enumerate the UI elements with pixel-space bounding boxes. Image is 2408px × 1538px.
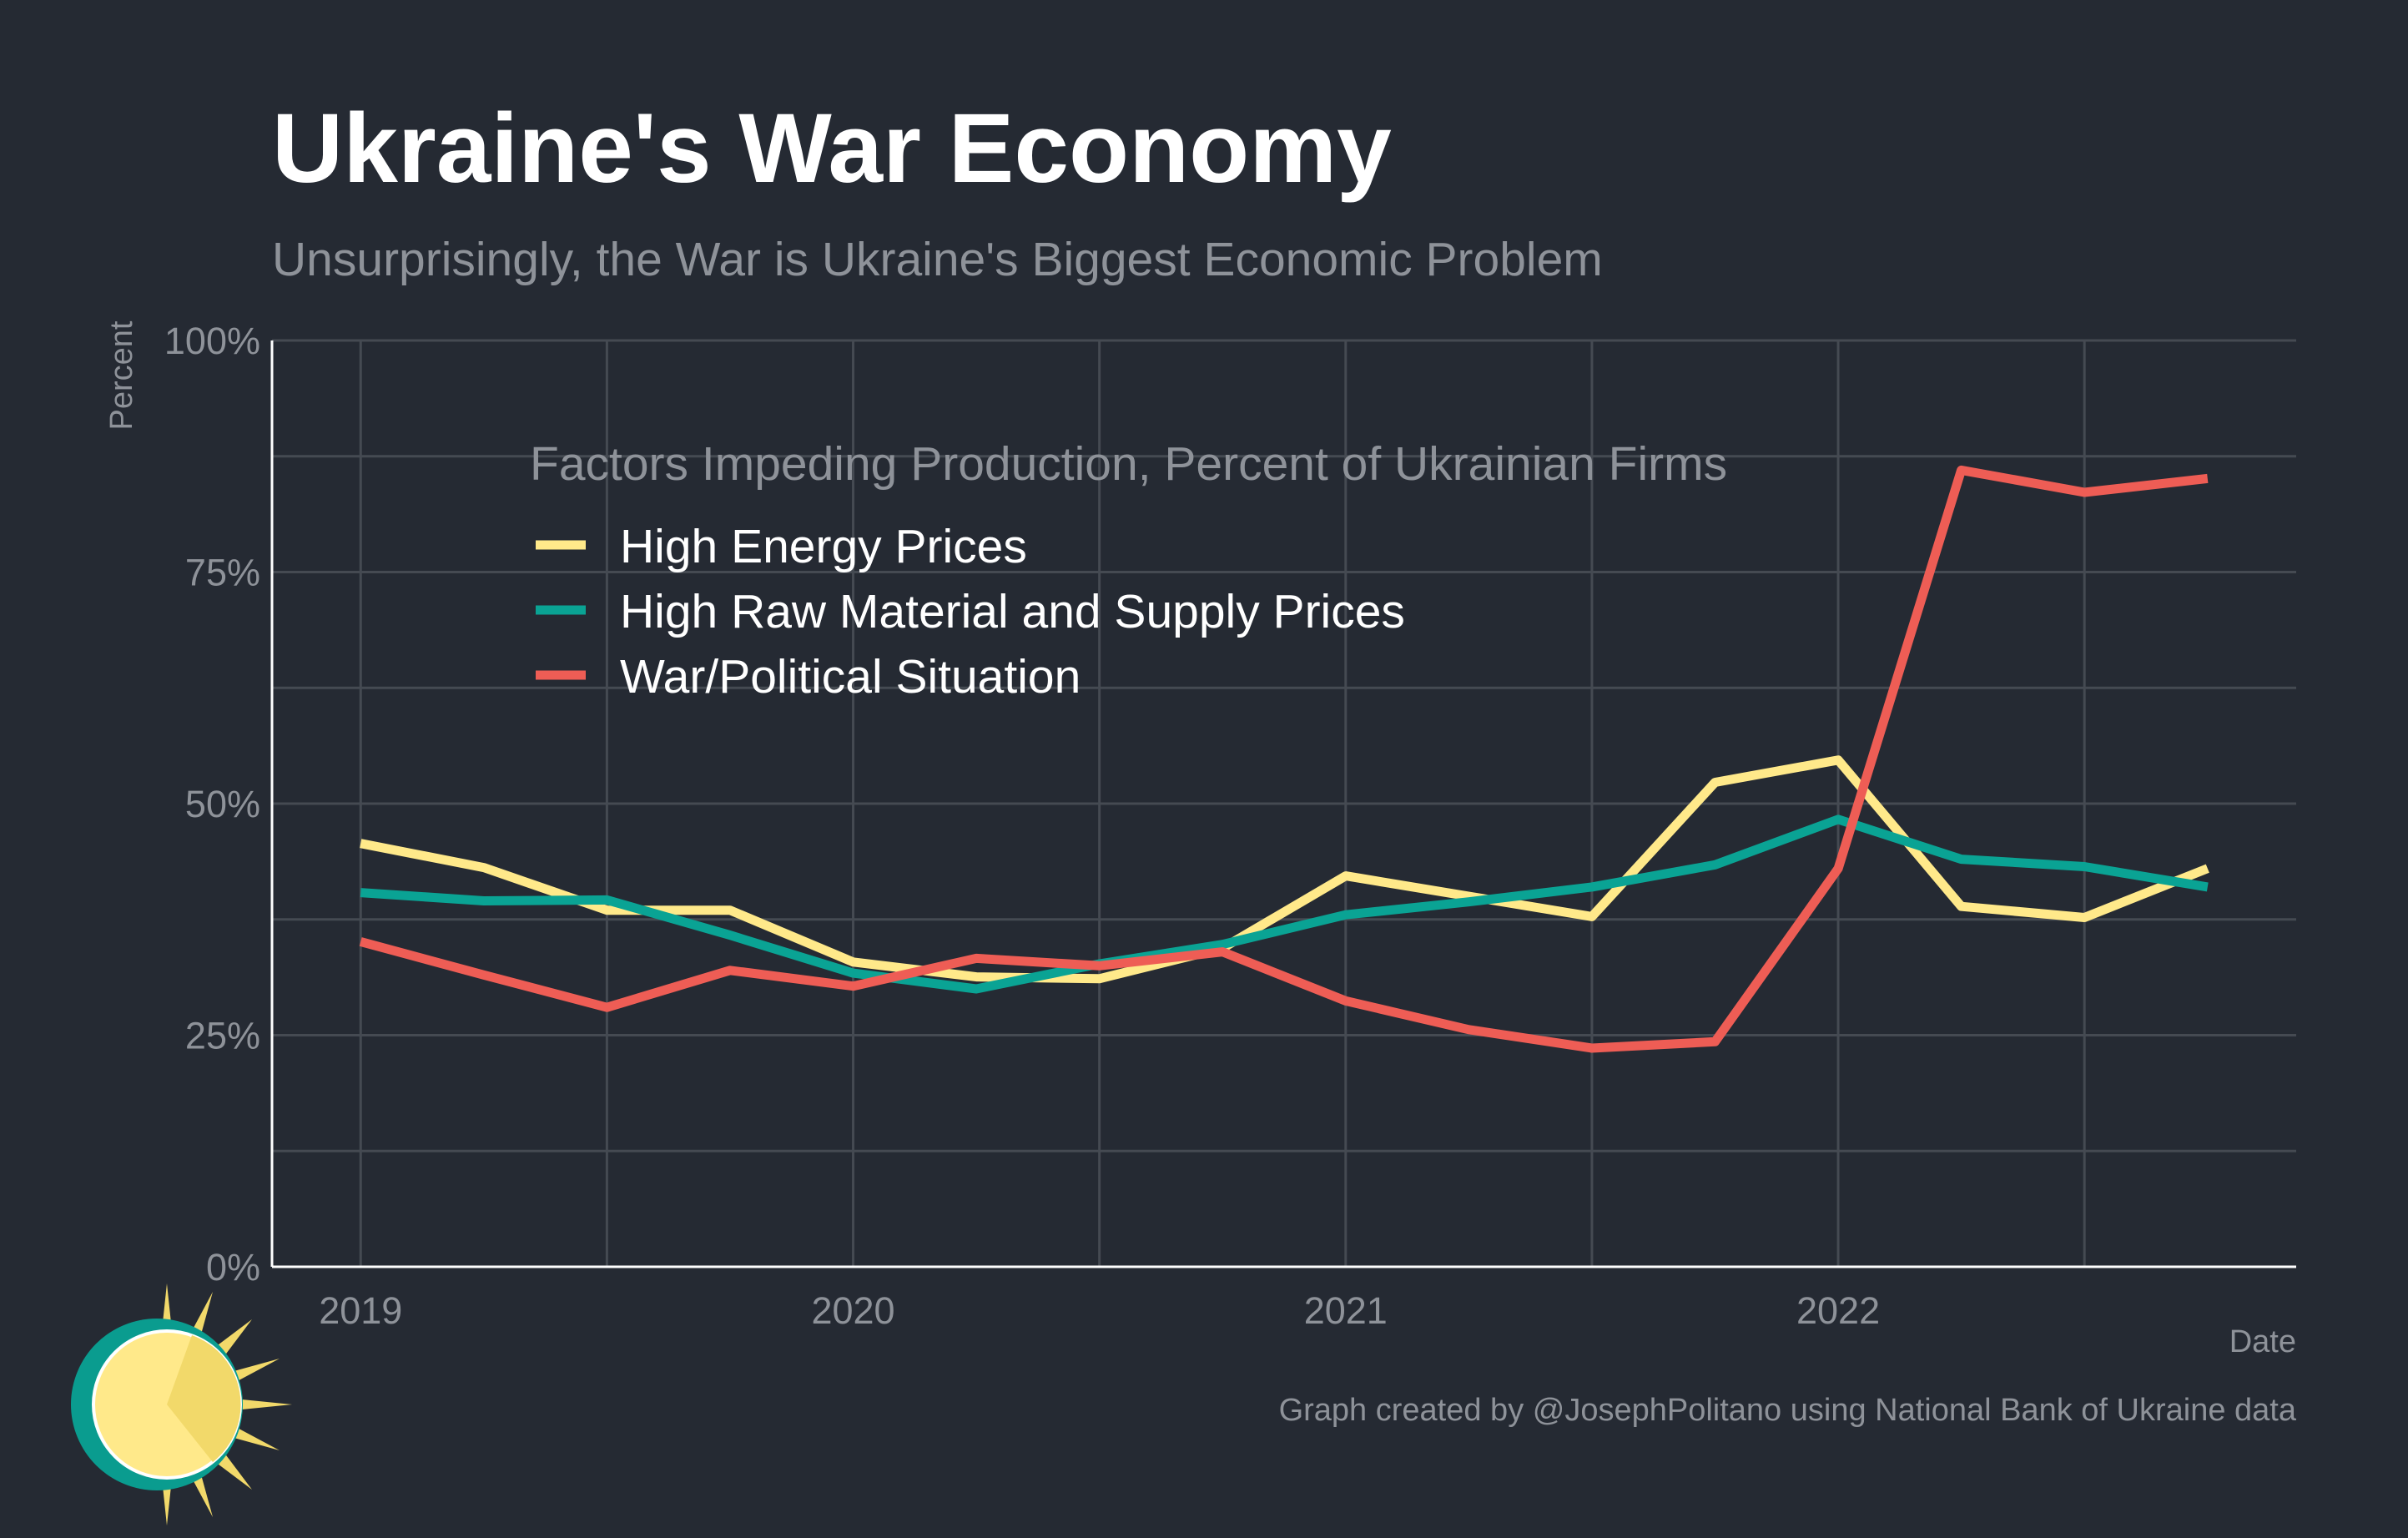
series-line-0 [360, 755, 2209, 984]
legend-label-war: War/Political Situation [620, 650, 1081, 703]
legend: Factors Impeding Production, Percent of … [530, 437, 1727, 703]
x-tick-label: 2022 [1796, 1289, 1880, 1332]
chart-subtitle: Unsurprisingly, the War is Ukraine's Big… [272, 233, 1603, 286]
legend-label-energy: High Energy Prices [620, 520, 1027, 573]
legend-title: Factors Impeding Production, Percent of … [530, 437, 1727, 491]
sun-shade [167, 1335, 241, 1462]
series-lines [359, 465, 2209, 1053]
axes [270, 340, 2296, 1268]
legend-item-energy: High Energy Prices [536, 520, 1027, 573]
legend-item-raw: High Raw Material and Supply Prices [536, 585, 1405, 638]
y-tick-label: 100% [164, 320, 260, 362]
sun-logo [71, 1283, 292, 1525]
chart-title: Ukraine's War Economy [272, 93, 1392, 204]
series-line-2 [359, 465, 2209, 1053]
y-tick-label: 25% [185, 1015, 260, 1057]
x-tick-label: 2021 [1304, 1289, 1388, 1332]
tick-labels: 0% 25% 50% 75% 100% 2019 2020 2021 2022 [164, 320, 1880, 1332]
legend-item-war: War/Political Situation [536, 650, 1081, 703]
y-tick-label: 50% [185, 783, 260, 825]
series-line-1 [360, 814, 2209, 994]
y-tick-label: 75% [185, 552, 260, 594]
x-tick-label: 2020 [811, 1289, 894, 1332]
y-tick-label: 0% [206, 1246, 260, 1288]
y-axis-label: Percent [104, 320, 139, 430]
source-caption: Graph created by @JosephPolitano using N… [1279, 1393, 2297, 1428]
x-axis-label: Date [2229, 1324, 2296, 1359]
legend-label-raw: High Raw Material and Supply Prices [620, 585, 1405, 638]
grid [272, 339, 2296, 1267]
x-tick-label: 2019 [319, 1289, 402, 1332]
